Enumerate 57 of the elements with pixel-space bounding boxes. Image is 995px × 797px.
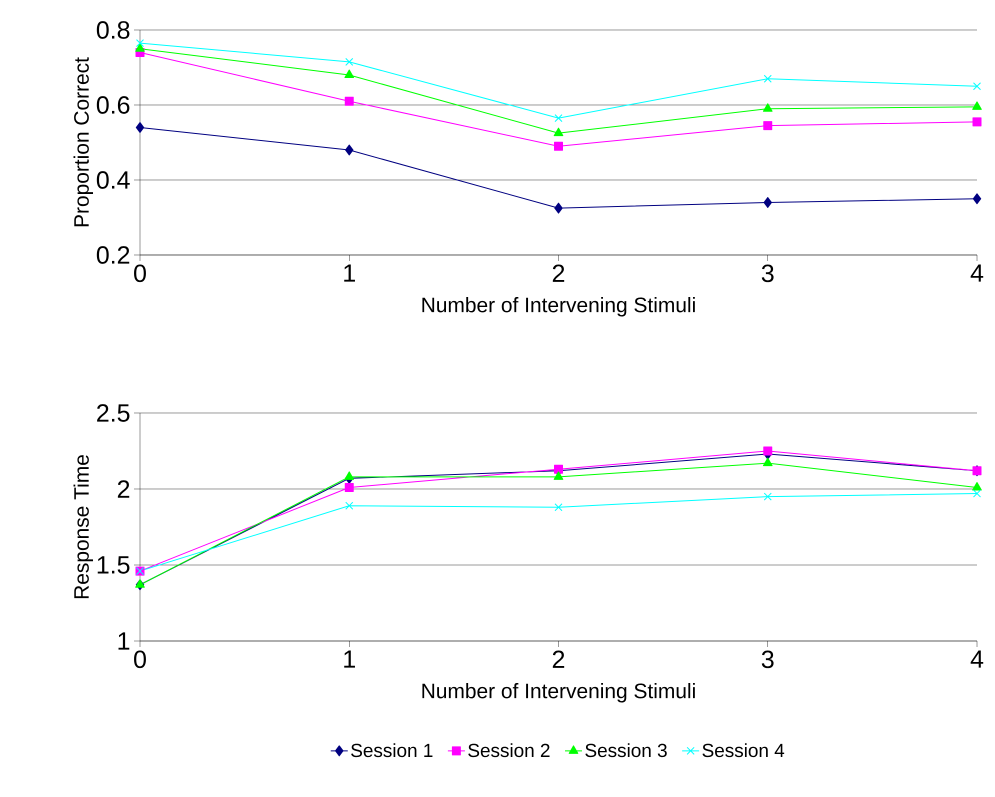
point bbox=[763, 446, 772, 456]
x-axis-title: Number of Intervening Stimuli bbox=[422, 296, 695, 316]
y-tick-label: 0.2 bbox=[96, 246, 130, 264]
x-tick-label: 2 bbox=[552, 650, 564, 668]
legend-label: Session 4 bbox=[702, 743, 784, 758]
point bbox=[762, 458, 773, 466]
point bbox=[136, 122, 144, 133]
point bbox=[345, 144, 354, 156]
point bbox=[344, 471, 354, 480]
point bbox=[972, 117, 982, 126]
point bbox=[554, 471, 564, 480]
point bbox=[554, 142, 563, 151]
point bbox=[972, 101, 982, 110]
y-tick-label: 0.6 bbox=[96, 96, 130, 114]
y-tick-label: 0.4 bbox=[96, 171, 130, 189]
point bbox=[554, 128, 564, 136]
x-tick-label: 4 bbox=[970, 650, 984, 668]
point bbox=[345, 58, 354, 66]
x-tick-label: 1 bbox=[344, 650, 355, 668]
point bbox=[972, 482, 982, 490]
y-tick-label: 1 bbox=[118, 632, 130, 650]
point bbox=[345, 502, 354, 510]
x-tick-label: 0 bbox=[134, 650, 146, 668]
x-tick-label: 3 bbox=[762, 264, 774, 282]
legend-label: Session 3 bbox=[585, 743, 667, 758]
point bbox=[972, 193, 982, 204]
point bbox=[554, 464, 563, 474]
y-axis-title: Proportion Correct bbox=[74, 57, 94, 226]
x-tick-label: 0 bbox=[134, 264, 146, 282]
y-tick-label: 1.5 bbox=[98, 556, 130, 574]
point bbox=[344, 482, 354, 492]
legend-label: Session 1 bbox=[351, 743, 432, 758]
point bbox=[554, 114, 563, 122]
point bbox=[344, 70, 354, 78]
point bbox=[135, 43, 145, 52]
point bbox=[764, 197, 772, 208]
x-tick-label: 1 bbox=[344, 264, 355, 282]
point bbox=[764, 492, 772, 501]
point bbox=[972, 82, 982, 90]
x-axis-title: Number of Intervening Stimuli bbox=[422, 683, 695, 702]
x-tick-label: 3 bbox=[762, 650, 774, 668]
y-tick-label: 2 bbox=[118, 480, 130, 498]
point bbox=[135, 579, 145, 588]
x-tick-label: 2 bbox=[552, 264, 564, 282]
point bbox=[136, 39, 144, 48]
point bbox=[554, 503, 563, 512]
point bbox=[764, 74, 772, 83]
x-tick-label: 4 bbox=[970, 264, 984, 282]
y-tick-label: 2.5 bbox=[97, 404, 130, 422]
point bbox=[762, 103, 773, 112]
point bbox=[763, 121, 772, 130]
point bbox=[344, 96, 354, 106]
point bbox=[972, 490, 982, 498]
point bbox=[554, 202, 563, 214]
y-tick-label: 0.8 bbox=[96, 21, 130, 39]
legend-label: Session 2 bbox=[468, 743, 550, 758]
y-axis-title: Response Time bbox=[74, 455, 94, 598]
